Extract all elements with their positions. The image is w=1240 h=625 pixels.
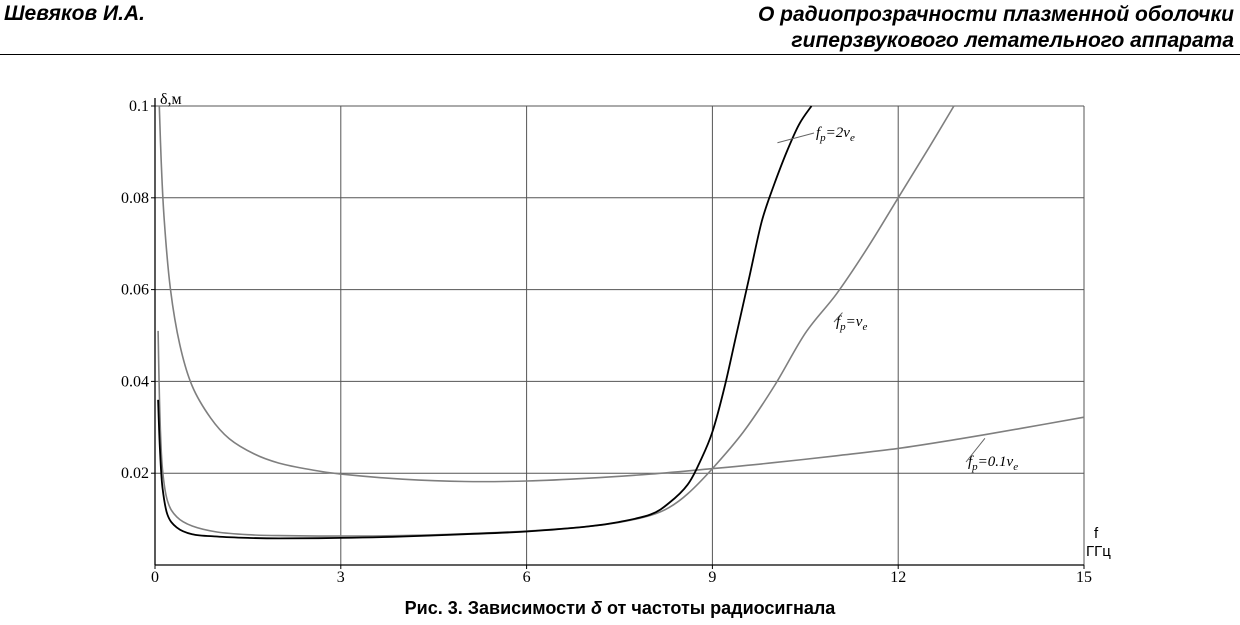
header-divider	[0, 54, 1240, 55]
x-axis-label-f: f	[1094, 525, 1099, 542]
caption-symbol: δ	[591, 598, 602, 618]
series-line	[157, 105, 813, 540]
x-tick-label: 0	[151, 569, 159, 586]
chart-series: fp=2νe fp=νe fp=0.1νe	[157, 105, 1085, 540]
series-label-leader	[965, 438, 986, 463]
x-axis-label-unit: ГГц	[1086, 543, 1111, 560]
x-tick-label: 15	[1076, 569, 1092, 586]
article-title-line2: гиперзвукового летательного аппарата	[791, 29, 1234, 52]
y-tick-label: 0.06	[121, 282, 149, 299]
article-title: О радиопрозрачности плазменной оболочки …	[758, 2, 1234, 54]
y-tick-label: 0.1	[129, 98, 149, 115]
series-label: fp=0.1νe	[968, 454, 1018, 473]
y-tick-label: 0.02	[121, 465, 149, 482]
chart-tick-labels: 0 3 6 9 12 15 0.02 0.04 0.06 0.08 0.1	[121, 98, 1092, 586]
article-title-line1: О радиопрозрачности плазменной оболочки	[757, 3, 1234, 26]
delta-frequency-chart: fp=2νe fp=νe fp=0.1νe 0 3 6 9 12 15 0.02 0.04 0.06…	[121, 91, 1111, 586]
chart-axes	[151, 98, 1085, 569]
series-line	[158, 105, 1085, 483]
series-label: fp=νe	[836, 314, 867, 333]
caption-prefix: Рис. 3. Зависимости	[404, 598, 591, 618]
chart-grid	[155, 105, 1085, 565]
author-name: Шевяков И.А.	[4, 2, 145, 25]
y-tick-label: 0.04	[121, 373, 149, 390]
caption-suffix: от частоты радиосигнала	[602, 598, 836, 618]
y-tick-label: 0.08	[121, 190, 149, 207]
series-label-leader	[777, 132, 815, 144]
series-label: fp=2νe	[816, 125, 855, 144]
figure-caption: Рис. 3. Зависимости δ от частоты радиоси…	[0, 598, 1240, 619]
x-tick-label: 3	[337, 569, 345, 586]
x-tick-label: 12	[890, 569, 906, 586]
series-label-leader	[833, 312, 843, 323]
x-tick-label: 6	[523, 569, 531, 586]
x-tick-label: 9	[708, 569, 716, 586]
y-axis-label: δ,м	[160, 91, 182, 108]
